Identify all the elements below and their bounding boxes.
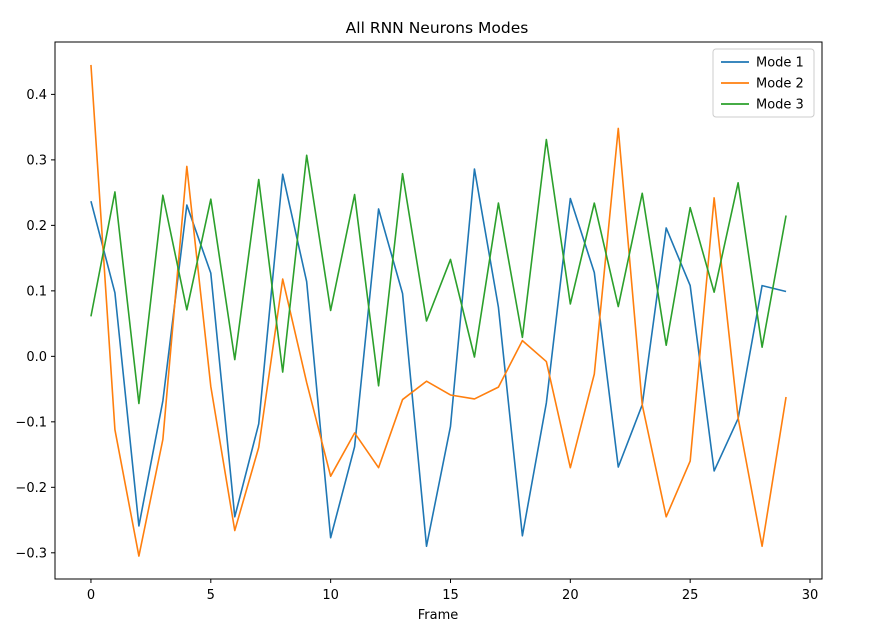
x-axis: 0 5 10 15 20 25 30 [87, 579, 818, 603]
plot-lines [90, 64, 787, 557]
x-tick-label: 20 [562, 588, 579, 603]
series-line-mode-3 [90, 138, 787, 405]
legend-label-mode-1: Mode 1 [756, 56, 804, 71]
series-line-mode-1 [90, 168, 787, 548]
y-axis: −0.3 −0.2 −0.1 0.0 0.1 0.2 0.3 0.4 [15, 88, 55, 561]
y-tick-label: −0.3 [15, 546, 47, 561]
legend-box [712, 48, 815, 118]
y-tick-label: 0.0 [26, 350, 47, 365]
x-tick-label: 30 [802, 588, 819, 603]
y-tick-label: 0.2 [26, 219, 47, 234]
y-tick-label: 0.4 [26, 88, 47, 103]
plot-frame [54, 41, 823, 580]
legend: Mode 1 Mode 2 Mode 3 [712, 48, 815, 118]
x-tick-label: 25 [682, 588, 699, 603]
x-tick-label: 15 [442, 588, 459, 603]
chart-title: All RNN Neurons Modes [346, 19, 529, 37]
legend-label-mode-2: Mode 2 [756, 77, 804, 92]
y-tick-label: 0.1 [26, 284, 47, 299]
y-tick-label: −0.1 [15, 415, 47, 430]
x-tick-label: 0 [87, 588, 95, 603]
x-tick-label: 10 [322, 588, 339, 603]
x-tick-label: 5 [207, 588, 215, 603]
x-axis-title: Frame [418, 608, 459, 623]
y-tick-label: 0.3 [26, 153, 47, 168]
y-tick-label: −0.2 [15, 481, 47, 496]
series-line-mode-2 [90, 64, 787, 557]
legend-label-mode-3: Mode 3 [756, 98, 804, 113]
